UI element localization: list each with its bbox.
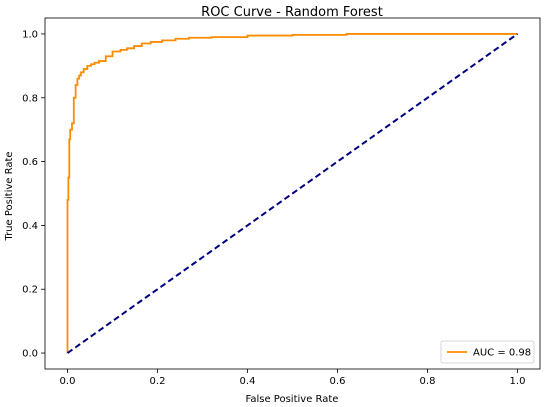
x-tick-label: 0.6 <box>330 376 346 387</box>
y-tick-label: 0.2 <box>22 285 38 296</box>
legend-box <box>440 340 535 364</box>
x-tick-label: 0.0 <box>60 376 76 387</box>
legend: AUC = 0.98 <box>440 340 535 364</box>
plot-frame <box>44 17 541 370</box>
x-tick-label: 1.0 <box>510 376 526 387</box>
y-axis-label: True Positive Rate <box>4 151 15 241</box>
y-tick-label: 1.0 <box>22 29 38 40</box>
y-tick-label: 0.4 <box>22 221 38 232</box>
chance-diagonal-line <box>66 33 519 354</box>
chart-title: ROC Curve - Random Forest <box>201 5 383 20</box>
y-tick-label: 0.0 <box>22 349 38 360</box>
x-tick-label: 0.4 <box>240 376 256 387</box>
x-tick-label: 0.2 <box>150 376 166 387</box>
legend-label: AUC = 0.98 <box>473 348 531 359</box>
y-tick-label: 0.8 <box>22 93 38 104</box>
x-axis-label: False Positive Rate <box>246 394 339 405</box>
roc-curve-line <box>66 33 518 354</box>
x-tick-label: 0.8 <box>420 376 436 387</box>
y-tick-label: 0.6 <box>22 157 38 168</box>
